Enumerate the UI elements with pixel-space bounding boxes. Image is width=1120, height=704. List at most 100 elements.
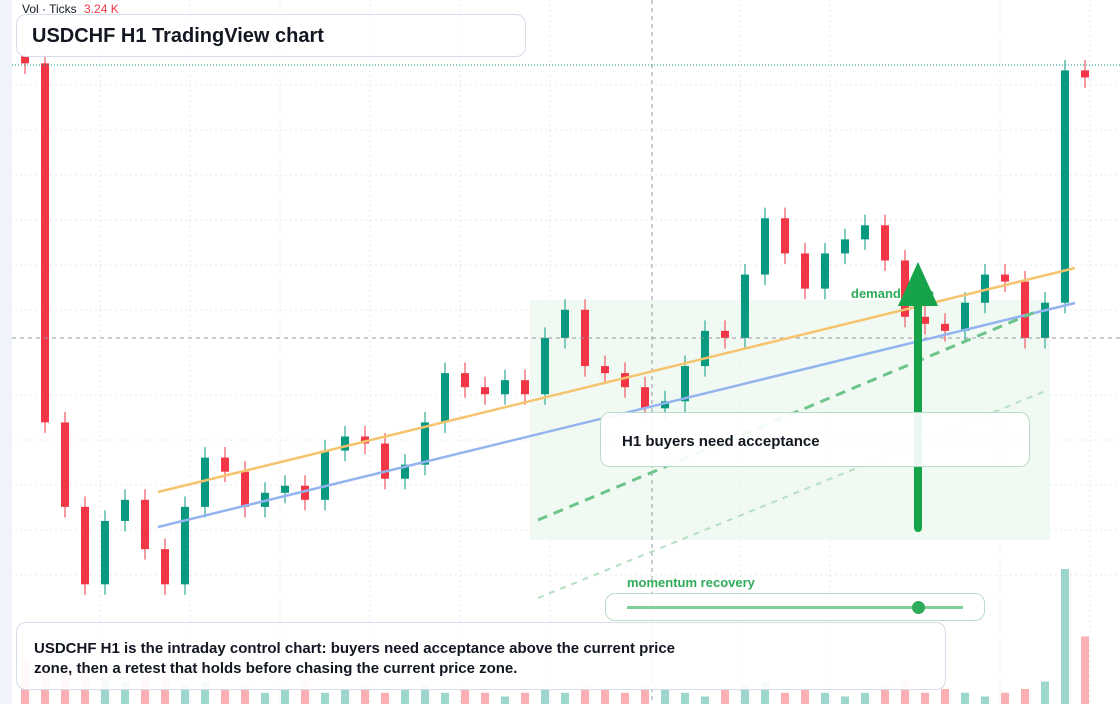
candle-body bbox=[901, 260, 909, 317]
volume-bar bbox=[721, 689, 729, 704]
volume-bar bbox=[761, 681, 769, 704]
candle-body bbox=[321, 450, 329, 500]
candle-body bbox=[461, 373, 469, 388]
candle-body bbox=[21, 56, 29, 64]
volume-bar bbox=[781, 692, 789, 704]
slider-knob bbox=[912, 601, 925, 614]
candle-body bbox=[941, 323, 949, 331]
volume-bar bbox=[121, 681, 129, 704]
candle-body bbox=[481, 387, 489, 395]
candle-body bbox=[441, 373, 449, 423]
candle-body bbox=[781, 218, 789, 254]
volume-bar bbox=[801, 689, 809, 704]
candle-body bbox=[221, 457, 229, 472]
candle-body bbox=[181, 506, 189, 585]
volume-bar bbox=[361, 685, 369, 704]
candle-body bbox=[1081, 70, 1089, 78]
candle-body bbox=[541, 337, 549, 395]
title-box: USDCHF H1 TradingView chart bbox=[16, 14, 526, 57]
volume-reading: 3.24 K bbox=[84, 2, 119, 16]
candle-body bbox=[161, 549, 169, 585]
candle-body bbox=[241, 471, 249, 507]
candle-body bbox=[921, 316, 929, 324]
candle-body bbox=[401, 464, 409, 479]
volume-bar bbox=[741, 685, 749, 704]
volume-bar bbox=[641, 685, 649, 704]
volume-bar bbox=[1021, 689, 1029, 704]
volume-bar bbox=[201, 681, 209, 704]
volume-bar bbox=[321, 692, 329, 704]
candle-body bbox=[561, 309, 569, 338]
candle-body bbox=[1021, 281, 1029, 338]
volume-bar bbox=[1001, 692, 1009, 704]
candle-body bbox=[141, 499, 149, 550]
candle-body bbox=[641, 387, 649, 409]
volume-legend-text: Vol · Ticks bbox=[22, 2, 77, 16]
volume-bar bbox=[221, 689, 229, 704]
volume-bar bbox=[861, 692, 869, 704]
candle-body bbox=[661, 401, 669, 409]
volume-bar bbox=[821, 692, 829, 704]
title: USDCHF H1 TradingView chart bbox=[32, 25, 324, 47]
volume-bar bbox=[701, 696, 709, 704]
candle-body bbox=[861, 225, 869, 240]
candle-body bbox=[961, 302, 969, 331]
volume-bar bbox=[981, 696, 989, 704]
candle-body bbox=[281, 485, 289, 493]
volume-bar bbox=[681, 692, 689, 704]
volume-bar bbox=[381, 692, 389, 704]
candle-body bbox=[121, 499, 129, 521]
candle-body bbox=[601, 366, 609, 374]
candle-body bbox=[521, 380, 529, 395]
candle-body bbox=[721, 330, 729, 338]
candle-body bbox=[621, 373, 629, 388]
slider-track bbox=[627, 606, 963, 609]
volume-bar bbox=[841, 696, 849, 704]
candle-body bbox=[701, 330, 709, 367]
candle-body bbox=[341, 436, 349, 451]
volume-bar bbox=[341, 689, 349, 704]
volume-legend: Vol · Ticks 3.24 K bbox=[22, 2, 119, 16]
candle-body bbox=[841, 239, 849, 254]
candle-body bbox=[101, 520, 109, 585]
candle-body bbox=[61, 422, 69, 507]
candle-body bbox=[821, 253, 829, 289]
volume-bar bbox=[501, 696, 509, 704]
volume-bar bbox=[661, 689, 669, 704]
candle-body bbox=[301, 485, 309, 500]
candle-body bbox=[981, 274, 989, 303]
caption-box: USDCHF H1 is the intraday control chart:… bbox=[16, 622, 946, 690]
volume-bar bbox=[921, 692, 929, 704]
slider-box bbox=[605, 593, 985, 621]
volume-bar bbox=[521, 692, 529, 704]
volume-bar bbox=[621, 692, 629, 704]
volume-bar bbox=[301, 681, 309, 704]
candle-body bbox=[681, 366, 689, 402]
volume-bar bbox=[581, 685, 589, 704]
volume-bar bbox=[1061, 569, 1069, 704]
volume-bar bbox=[101, 677, 109, 704]
candle-body bbox=[1061, 70, 1069, 303]
callout-box: H1 buyers need acceptance bbox=[600, 412, 1030, 467]
candle-body bbox=[361, 436, 369, 444]
volume-bar bbox=[481, 692, 489, 704]
volume-bar bbox=[941, 689, 949, 704]
volume-bar bbox=[241, 685, 249, 704]
candle-body bbox=[801, 253, 809, 289]
left-gutter bbox=[0, 0, 12, 704]
arrow-head bbox=[898, 262, 938, 306]
volume-bar bbox=[1081, 636, 1089, 704]
volume-bar bbox=[901, 681, 909, 704]
candle-body bbox=[881, 225, 889, 261]
volume-bar bbox=[441, 692, 449, 704]
volume-bar bbox=[281, 689, 289, 704]
candle-body bbox=[421, 422, 429, 465]
candle-body bbox=[501, 380, 509, 395]
candle-body bbox=[1041, 302, 1049, 338]
candle-body bbox=[741, 274, 749, 338]
volume-bar bbox=[881, 685, 889, 704]
candle-body bbox=[41, 63, 49, 423]
candle-body bbox=[581, 309, 589, 367]
callout-text: H1 buyers need acceptance bbox=[622, 433, 820, 450]
volume-bar bbox=[541, 689, 549, 704]
